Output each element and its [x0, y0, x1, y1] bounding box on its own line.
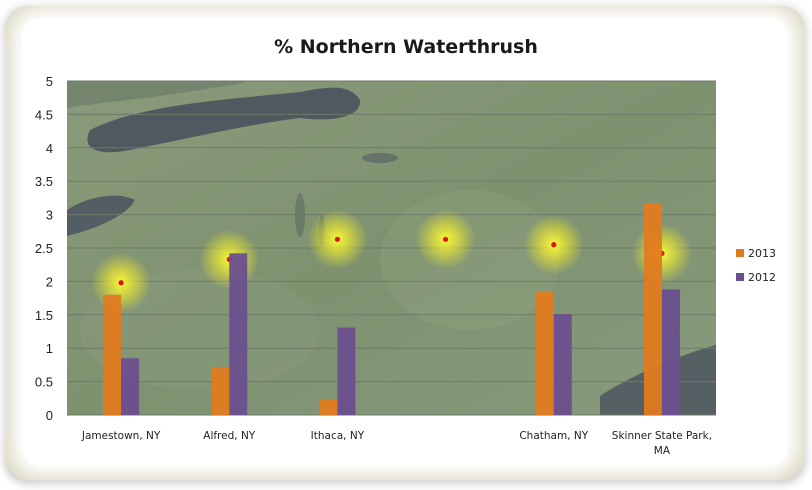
location-dot [442, 236, 449, 242]
y-tick-label: 0 [46, 408, 53, 423]
bar-2012 [229, 253, 248, 415]
bar-2012 [121, 358, 140, 415]
bar-2013 [643, 203, 662, 415]
legend-label: 2013 [748, 247, 776, 260]
x-axis-labels: Jamestown, NY Alfred, NY Ithaca, NY Chatham… [81, 430, 712, 457]
x-tick-label: Ithaca, NY [311, 430, 365, 442]
location-dot [334, 236, 341, 242]
y-tick-label: 1 [46, 341, 53, 356]
gridlines [67, 80, 716, 416]
legend-swatch [736, 273, 744, 281]
y-tick-label: 5 [46, 74, 53, 89]
legend-swatch [736, 249, 744, 257]
legend-label: 2012 [748, 271, 776, 284]
legend: 2013 2012 [736, 247, 776, 284]
y-tick-label: 4 [46, 141, 53, 156]
y-tick-label: 3 [46, 208, 53, 223]
bar-2012 [337, 327, 356, 415]
bar-2012 [661, 289, 680, 415]
bar-2013 [211, 366, 230, 415]
y-tick-label: 3.5 [35, 174, 53, 189]
x-tick-label: MA [654, 445, 671, 457]
bar-2013 [535, 292, 554, 415]
x-tick-label: Alfred, NY [203, 430, 256, 442]
bar-2013 [319, 399, 338, 415]
y-tick-label: 2 [46, 274, 53, 289]
y-tick-label: 2.5 [35, 241, 53, 256]
x-tick-label: Jamestown, NY [81, 430, 161, 442]
bars [103, 203, 680, 415]
y-axis-ticks: 0 0.5 1 1.5 2 2.5 3 3.5 4 4.5 5 [35, 74, 53, 423]
y-tick-label: 1.5 [35, 308, 53, 323]
location-dot [551, 242, 557, 248]
y-tick-label: 4.5 [35, 107, 53, 122]
chart-title: % Northern Waterthrush [274, 36, 538, 58]
bar-2013 [103, 294, 122, 415]
y-tick-label: 0.5 [35, 375, 53, 390]
location-dot [118, 280, 124, 286]
x-tick-label: Chatham, NY [519, 430, 588, 442]
bar-2012 [553, 314, 572, 415]
x-tick-label: Skinner State Park, [612, 430, 712, 442]
